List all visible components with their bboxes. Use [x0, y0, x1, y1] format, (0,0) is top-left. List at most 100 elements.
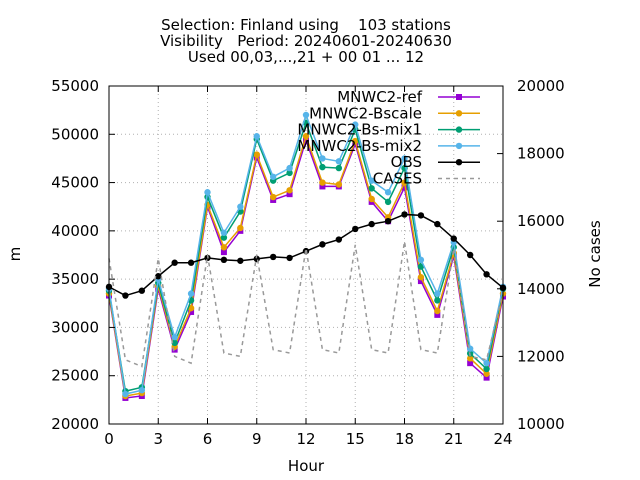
- y-tick-label: 35000: [51, 270, 99, 288]
- legend-item-mnwc2-ref: MNWC2-ref: [337, 88, 480, 106]
- legend: MNWC2-refMNWC2-BscaleMNWC2-Bs-mix1MNWC2-…: [297, 88, 480, 188]
- y2-tick-label: 18000: [517, 145, 565, 163]
- legend-marker: [455, 126, 463, 133]
- data-point: [303, 137, 309, 144]
- data-point: [368, 185, 375, 192]
- x-tick-label: 15: [346, 430, 365, 448]
- y-tick-label: 20000: [51, 415, 99, 433]
- y-tick-label: 25000: [51, 367, 99, 385]
- y2-axis-label: No cases: [586, 220, 604, 288]
- data-point: [319, 163, 326, 171]
- data-point: [335, 158, 343, 165]
- legend-label: MNWC2-ref: [337, 88, 422, 106]
- y-axis-label: m: [6, 247, 24, 262]
- data-point: [319, 179, 326, 186]
- legend-item-mnwc2-bs-mix1: MNWC2-Bs-mix1: [297, 121, 480, 139]
- data-point: [204, 189, 211, 196]
- legend-label: MNWC2-Bs-mix2: [297, 137, 422, 155]
- legend-marker: [455, 159, 463, 166]
- data-point: [286, 164, 293, 172]
- data-point: [384, 198, 392, 206]
- y-tick-label: 30000: [51, 318, 99, 336]
- x-tick-label: 24: [493, 430, 512, 448]
- data-point: [434, 311, 441, 318]
- chart-title: Selection: Finland using 103 stationsVis…: [160, 16, 452, 66]
- data-point: [286, 254, 293, 262]
- data-point: [138, 387, 146, 394]
- y-tick-label: 50000: [51, 125, 99, 143]
- legend-item-mnwc2-bs-mix2: MNWC2-Bs-mix2: [297, 137, 480, 155]
- data-point: [253, 151, 260, 158]
- legend-item-mnwc2-bscale: MNWC2-Bscale: [309, 104, 480, 122]
- data-point: [187, 259, 195, 266]
- data-point: [138, 287, 146, 294]
- data-point: [220, 229, 228, 236]
- legend-marker: [456, 94, 462, 100]
- data-point: [417, 212, 425, 219]
- title-line-3: Used 00,03,...,21 + 00 01 ... 12: [188, 48, 424, 66]
- title-line-2: Visibility Period: 20240601-20240630: [160, 32, 452, 50]
- data-point: [188, 308, 195, 315]
- series-mnwc2-bs-mix1: [105, 119, 507, 395]
- legend-label: CASES: [373, 170, 422, 188]
- data-point: [483, 374, 490, 381]
- data-point: [269, 193, 277, 201]
- data-point: [122, 390, 129, 398]
- x-tick-label: 9: [252, 430, 262, 448]
- y2-tick-label: 20000: [517, 77, 565, 95]
- data-point: [286, 191, 293, 198]
- data-point: [401, 155, 408, 162]
- data-point: [466, 251, 474, 259]
- y-tick-label: 40000: [51, 222, 99, 240]
- legend-label: OBS: [391, 153, 422, 171]
- data-point: [171, 339, 178, 347]
- y-tick-label: 45000: [51, 174, 99, 192]
- x-tick-label: 0: [104, 430, 114, 448]
- data-point: [352, 225, 359, 233]
- data-point: [237, 224, 244, 232]
- data-point: [483, 370, 490, 377]
- data-point: [434, 297, 441, 304]
- data-point: [122, 292, 129, 299]
- data-point: [237, 257, 244, 264]
- legend-label: MNWC2-Bscale: [309, 104, 422, 122]
- data-point: [335, 236, 343, 243]
- x-tick-label: 12: [296, 430, 315, 448]
- y2-tick-label: 14000: [517, 280, 565, 298]
- data-point: [187, 290, 195, 297]
- data-point: [434, 220, 441, 228]
- data-point: [335, 164, 343, 172]
- data-point: [269, 173, 277, 180]
- data-point: [220, 256, 228, 264]
- axis-ticks: 0 3 6 9 12 15 18 21 24 20000 25000 30000 35000 40000 4…: [51, 77, 564, 448]
- data-point: [302, 111, 310, 119]
- data-point: [155, 273, 162, 280]
- x-tick-label: 21: [444, 430, 463, 448]
- data-point: [384, 189, 392, 196]
- data-point: [384, 218, 392, 225]
- x-tick-label: 6: [203, 430, 213, 448]
- data-point: [220, 244, 228, 251]
- data-point: [269, 253, 277, 261]
- data-point: [335, 181, 343, 188]
- data-point: [319, 155, 326, 162]
- y2-tick-label: 16000: [517, 212, 565, 230]
- data-point: [220, 234, 228, 241]
- data-point: [417, 263, 425, 270]
- data-point: [401, 211, 408, 218]
- legend-marker: [455, 142, 463, 150]
- data-point: [417, 278, 424, 285]
- data-point: [401, 184, 408, 191]
- x-tick-label: 18: [395, 430, 414, 448]
- x-axis-label: Hour: [288, 457, 325, 475]
- data-point: [368, 220, 375, 228]
- data-point: [450, 235, 457, 242]
- data-point: [483, 359, 490, 367]
- data-point: [302, 133, 310, 140]
- legend-item-obs: OBS: [391, 153, 480, 171]
- legend-item-cases: CASES: [373, 170, 480, 188]
- data-point: [352, 137, 359, 145]
- data-point: [434, 290, 441, 297]
- data-point: [286, 187, 293, 194]
- data-point: [352, 121, 359, 128]
